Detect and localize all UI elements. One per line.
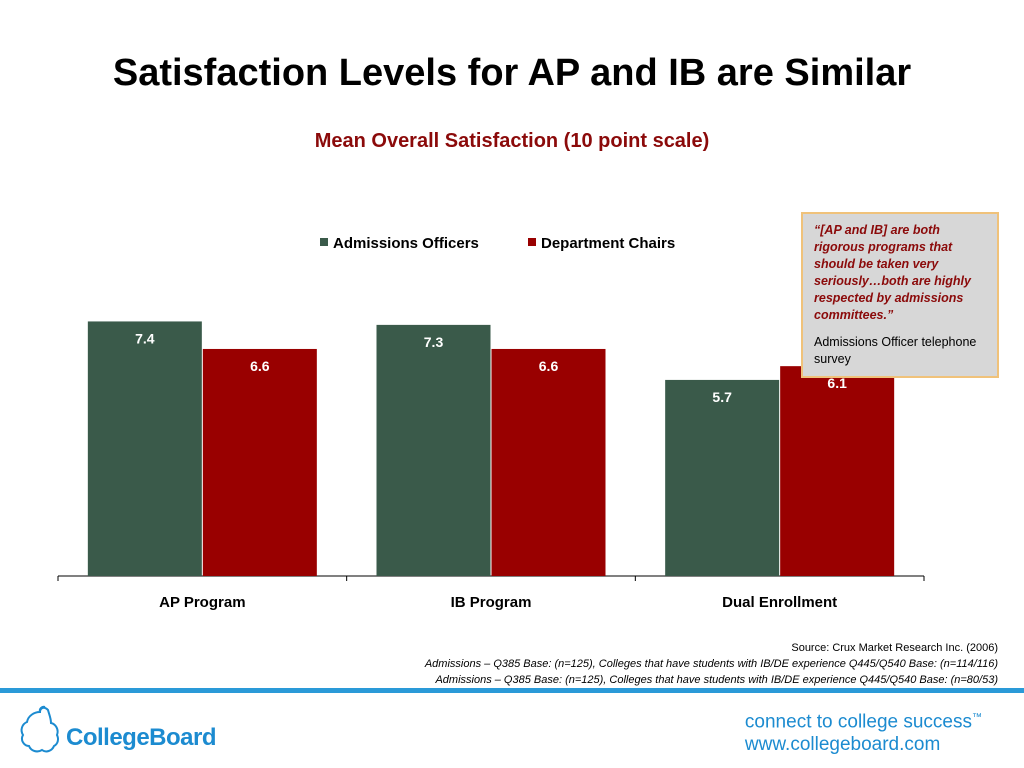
bar-1-0 <box>376 324 491 576</box>
data-label: 7.3 <box>424 334 444 350</box>
quote-box: “[AP and IB] are both rigorous programs … <box>801 212 999 378</box>
quote-text: “[AP and IB] are both rigorous programs … <box>814 223 971 322</box>
data-label: 6.6 <box>250 358 270 374</box>
legend-swatch <box>320 238 328 246</box>
tagline: connect to college success™ www.collegeb… <box>745 706 982 756</box>
trademark: ™ <box>972 712 982 723</box>
source-line-3: Admissions – Q385 Base: (n=125), College… <box>435 674 998 686</box>
source-line-1: Source: Crux Market Research Inc. (2006) <box>791 642 998 654</box>
acorn-icon <box>20 705 59 753</box>
data-label: 6.6 <box>539 358 559 374</box>
source-notes: Source: Crux Market Research Inc. (2006)… <box>425 640 998 688</box>
page-title: Satisfaction Levels for AP and IB are Si… <box>112 52 912 94</box>
legend-label: Department Chairs <box>541 235 675 252</box>
bar-2-1 <box>780 366 895 576</box>
source-line-2: Admissions – Q385 Base: (n=125), College… <box>424 658 998 670</box>
bar-0-0 <box>87 321 202 576</box>
bar-0-1 <box>202 348 317 576</box>
bar-1-1 <box>491 348 606 576</box>
bar-2-0 <box>665 379 780 576</box>
logo-text: CollegeBoard <box>66 724 217 751</box>
data-label: 5.7 <box>712 389 732 405</box>
legend-swatch <box>528 238 536 246</box>
quote-source: Admissions Officer telephone survey <box>814 335 977 366</box>
data-label: 7.4 <box>135 330 155 346</box>
tagline-text: connect to college success <box>744 711 972 733</box>
footer-divider <box>0 688 1024 693</box>
tagline-line-1: connect to college success™ <box>745 706 982 733</box>
website-link[interactable]: www.collegeboard.com <box>744 734 941 756</box>
legend-label: Admissions Officers <box>333 235 479 252</box>
bar-chart: 7.4 6.6 AP Program 7.3 6.6 IB Program 5.7 6.1 Du… <box>57 235 925 611</box>
category-label: AP Program <box>159 594 245 611</box>
category-label: IB Program <box>451 594 532 611</box>
category-label: Dual Enrollment <box>722 594 837 611</box>
collegeboard-logo: CollegeBoard <box>18 702 218 762</box>
chart-subtitle: Mean Overall Satisfaction (10 point scal… <box>314 130 710 152</box>
data-label: 6.1 <box>827 375 847 391</box>
